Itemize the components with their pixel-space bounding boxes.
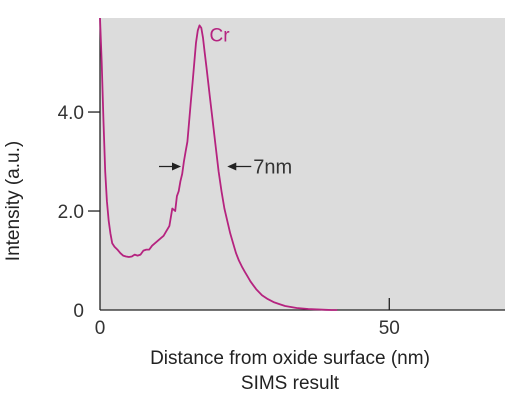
width-arrow-left: 7nm: [227, 156, 292, 178]
annotation-label: 7nm: [253, 156, 292, 178]
y-axis-title: Intensity (a.u.): [3, 141, 24, 261]
chart-caption: SIMS result: [241, 373, 340, 394]
tick-layer: 0 2.0 4.0 0 50: [58, 103, 400, 339]
y-tick-label: 2.0: [58, 202, 84, 223]
plot-area: [100, 18, 505, 310]
y-tick-label: 4.0: [58, 103, 84, 124]
x-axis-title: Distance from oxide surface (nm): [150, 348, 430, 369]
series-line-cr: [99, 17, 338, 311]
x-tick-label: 50: [379, 318, 400, 339]
width-arrow-right: [159, 162, 181, 171]
annotation-layer: 7nm: [159, 156, 292, 178]
x-tick-label: 0: [95, 318, 106, 339]
series-label-cr: Cr: [210, 25, 231, 46]
y-tick-label: 0: [73, 301, 84, 322]
